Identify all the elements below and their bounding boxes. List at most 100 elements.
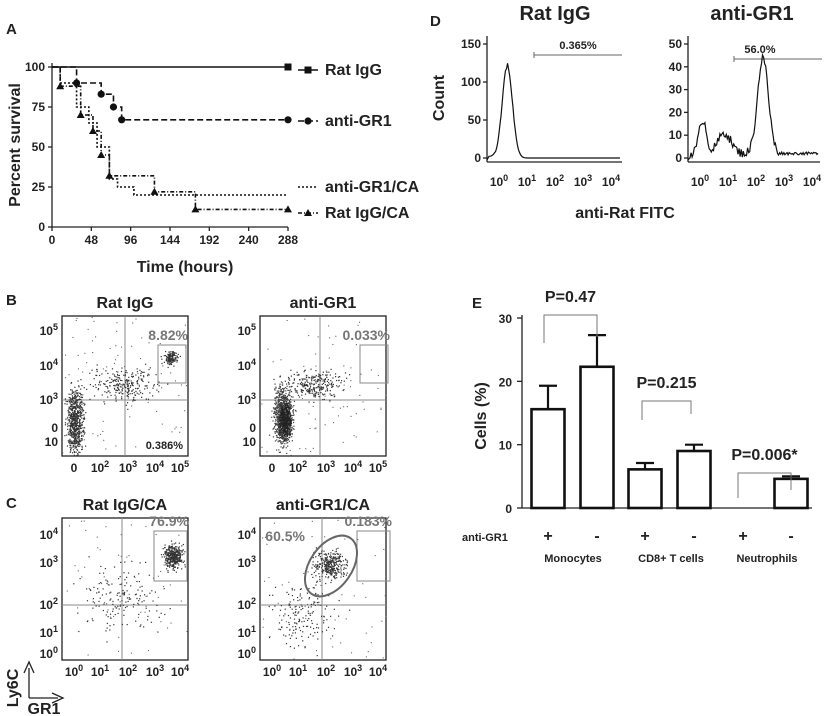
flow-event — [288, 623, 290, 626]
flow-xtick-label: 103 — [146, 663, 164, 679]
flow-event — [107, 372, 109, 375]
flow-event — [335, 335, 337, 337]
flow-event — [103, 603, 105, 605]
flow-xtick-label: 104 — [369, 663, 387, 679]
flow-xtick-label: 104 — [146, 459, 164, 475]
flow-event — [175, 556, 177, 558]
flow-event — [312, 561, 314, 563]
flow-event — [292, 419, 294, 421]
flow-event — [289, 434, 291, 436]
flow-event — [135, 620, 137, 622]
flow-event — [86, 388, 88, 391]
flow-event — [289, 401, 291, 403]
flow-event — [75, 402, 77, 404]
flow-event — [69, 429, 71, 431]
flow-event — [77, 428, 80, 430]
flow-event — [109, 377, 111, 379]
flow-event — [95, 605, 97, 607]
flow-event — [313, 384, 315, 386]
flow-event — [74, 412, 76, 414]
flow-event — [119, 605, 121, 607]
flow-event — [279, 409, 282, 411]
flow-event — [69, 446, 71, 449]
flow-event — [309, 384, 311, 386]
e-category-label: + — [543, 528, 552, 545]
flow-event — [297, 383, 299, 385]
flow-event — [282, 425, 284, 427]
flow-event — [134, 576, 136, 579]
flow-event — [114, 375, 116, 377]
flow-event — [297, 596, 299, 599]
hist-ytick-label: 0 — [675, 151, 682, 165]
flow-event — [321, 383, 323, 386]
flow-event — [76, 415, 79, 417]
hist-xtick-label: 101 — [518, 173, 536, 189]
flow-event — [174, 551, 176, 554]
flow-event — [72, 336, 74, 339]
flow-xtick-label: 0 — [269, 461, 276, 475]
flow-event — [278, 420, 280, 422]
flow-event — [330, 571, 332, 574]
flow-event — [170, 363, 173, 365]
flow-event — [307, 610, 309, 612]
flow-event — [79, 406, 81, 408]
flow-event — [132, 322, 134, 324]
flow-event — [72, 413, 75, 415]
flow-event — [289, 379, 291, 381]
flow-event — [331, 568, 333, 571]
flow-event — [127, 408, 129, 410]
flow-event — [75, 319, 77, 322]
flow-event — [314, 428, 316, 430]
flow-event — [283, 430, 285, 432]
flow-event — [313, 383, 315, 385]
flow-event — [80, 414, 82, 417]
flow-event — [324, 564, 327, 566]
flow-event — [157, 391, 160, 393]
flow-event — [326, 561, 328, 563]
panel-label-b: B — [6, 292, 17, 309]
flow-event — [169, 360, 171, 362]
flow-event — [76, 393, 79, 395]
flow-event — [302, 379, 304, 381]
flow-event — [277, 421, 279, 423]
flow-event — [274, 397, 276, 399]
flow-event — [289, 431, 291, 433]
flow-event — [105, 579, 107, 581]
flow-event — [287, 411, 289, 414]
flow-event — [322, 371, 324, 373]
flow-event — [178, 558, 180, 560]
flow-event — [319, 374, 321, 376]
flow-event — [172, 351, 174, 354]
flow-event — [287, 431, 290, 433]
flow-event — [288, 427, 290, 429]
flow-event — [279, 434, 281, 436]
flow-event — [170, 558, 173, 560]
flow-event — [74, 396, 76, 398]
flow-event — [313, 387, 316, 389]
flow-event — [278, 428, 281, 430]
flow-event — [282, 447, 284, 449]
flow-event — [97, 435, 99, 437]
flow-event — [73, 435, 75, 437]
flow-event — [165, 564, 167, 566]
flow-ytick-label: 104 — [238, 357, 256, 373]
flow-event — [285, 415, 287, 417]
flow-event — [289, 429, 291, 431]
flow-event — [132, 375, 135, 377]
flow-event — [317, 627, 320, 629]
flow-event — [137, 373, 139, 375]
flow-event — [71, 434, 73, 436]
flow-event — [173, 354, 176, 356]
flow-event — [302, 386, 304, 388]
a-xtick-label: 192 — [199, 233, 219, 247]
flow-event — [310, 377, 312, 379]
flow-event — [98, 384, 100, 386]
flow-event — [287, 389, 289, 391]
flow-event — [294, 388, 296, 390]
flow-event — [101, 373, 103, 375]
flow-event — [290, 454, 292, 457]
flow-event — [131, 393, 133, 395]
flow-event — [93, 395, 96, 397]
flow-event — [164, 546, 166, 549]
